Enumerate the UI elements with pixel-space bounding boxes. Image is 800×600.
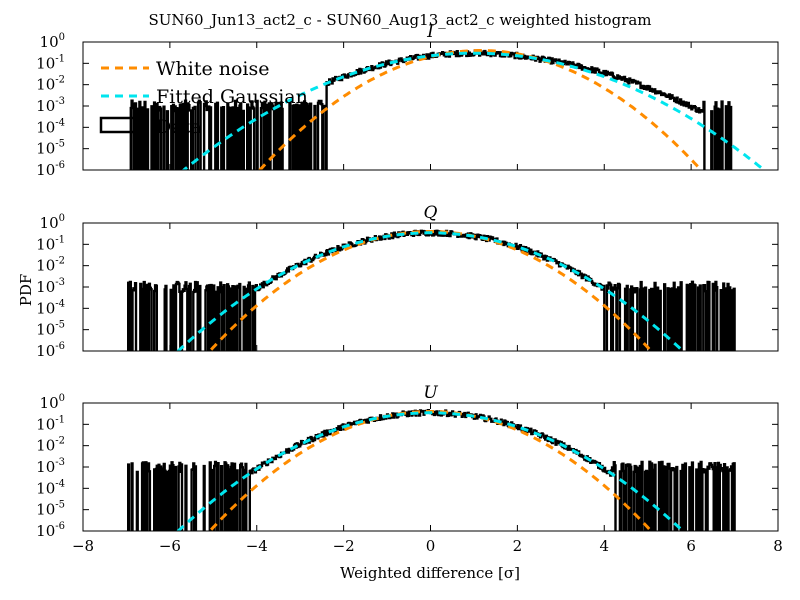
legend-swatch-data	[99, 116, 141, 134]
y-tick-exponent: -6	[55, 160, 65, 171]
plot-area	[126, 409, 736, 531]
y-tick-exponent: -1	[55, 414, 65, 425]
y-tick-label: 10-4	[36, 117, 65, 136]
data-histogram	[129, 49, 733, 170]
y-tick-label: 10-3	[36, 277, 65, 296]
fitted-gaussian-curve	[181, 51, 767, 170]
figure-title: SUN60_Jun13_act2_c - SUN60_Aug13_act2_c …	[148, 11, 651, 29]
y-tick-label: 100	[40, 213, 65, 232]
fitted-gaussian-curve	[175, 411, 686, 531]
y-tick-exponent: -1	[55, 53, 65, 64]
panel-I: 100 10-1 10-2 10-3 10-4 10-5 10-6 I	[36, 22, 779, 179]
y-tick-exponent: -2	[55, 75, 65, 86]
y-tick-label: 10-3	[36, 96, 65, 115]
y-tick-label: 100	[40, 32, 65, 51]
x-axis-label: Weighted difference [σ]	[340, 564, 520, 582]
data-histogram	[126, 409, 736, 531]
y-tick-exponent: -5	[55, 139, 65, 150]
white-noise-curve	[257, 49, 704, 170]
plot-area	[126, 229, 736, 351]
y-tick-label: 10-4	[36, 298, 65, 317]
y-tick-exponent: -1	[55, 234, 65, 245]
y-tick-label: 10-6	[36, 521, 65, 540]
panel-title: I	[426, 22, 434, 42]
panel-title: Q	[424, 203, 438, 223]
y-tick-exponent: 0	[59, 32, 65, 43]
y-tick-label: 10-5	[36, 500, 65, 519]
y-tick-label: 10-4	[36, 478, 65, 497]
y-tick-exponent: -6	[55, 341, 65, 352]
legend: White noise Fitted Gaussian Data	[99, 58, 308, 138]
y-tick-exponent: -3	[55, 277, 65, 288]
y-tick-label: 10-3	[36, 457, 65, 476]
y-tick-exponent: -6	[55, 521, 65, 532]
y-tick-exponent: -3	[55, 457, 65, 468]
x-tick-label: −2	[333, 537, 355, 555]
y-tick-label: 10-2	[36, 75, 65, 94]
y-tick-label: 10-2	[36, 256, 65, 275]
y-tick-label: 10-2	[36, 436, 65, 455]
y-tick-label: 10-5	[36, 139, 65, 158]
y-tick-label: 10-1	[36, 234, 65, 253]
legend-label-white-noise: White noise	[156, 58, 270, 80]
x-tick-label: 4	[599, 537, 609, 555]
panel-U: −8 −6 −4 −2 0 2 4 6 8 100 10-1 10-2 10-3 10-4 10-5 10-6…	[36, 383, 783, 555]
panel-title: U	[423, 383, 438, 403]
plot-area	[129, 49, 767, 170]
x-tick-label: −6	[159, 537, 181, 555]
y-axis-label: PDF	[17, 274, 35, 307]
y-tick-label: 10-1	[36, 53, 65, 72]
y-tick-exponent: -4	[55, 117, 65, 128]
fitted-gaussian-curve	[175, 231, 686, 351]
y-tick-exponent: 0	[59, 393, 65, 404]
y-tick-exponent: -4	[55, 298, 65, 309]
legend-label-data: Data	[156, 116, 202, 138]
x-tick-label: 8	[773, 537, 783, 555]
y-tick-exponent: -2	[55, 436, 65, 447]
x-tick-label: 6	[686, 537, 696, 555]
y-tick-label: 10-6	[36, 160, 65, 179]
y-tick-label: 10-5	[36, 320, 65, 339]
y-tick-exponent: -3	[55, 96, 65, 107]
x-tick-label: 2	[513, 537, 523, 555]
x-tick-label: 0	[426, 537, 436, 555]
y-tick-label: 100	[40, 393, 65, 412]
panel-Q: 100 10-1 10-2 10-3 10-4 10-5 10-6 Q	[36, 203, 779, 360]
x-tick-label: −4	[246, 537, 268, 555]
legend-label-fitted-gaussian: Fitted Gaussian	[156, 86, 308, 108]
y-tick-label: 10-1	[36, 414, 65, 433]
y-tick-exponent: -5	[55, 320, 65, 331]
x-tick-label: −8	[72, 537, 94, 555]
y-tick-exponent: -5	[55, 500, 65, 511]
y-tick-label: 10-6	[36, 341, 65, 360]
y-tick-exponent: -4	[55, 478, 65, 489]
y-tick-exponent: 0	[59, 213, 65, 224]
y-tick-exponent: -2	[55, 256, 65, 267]
